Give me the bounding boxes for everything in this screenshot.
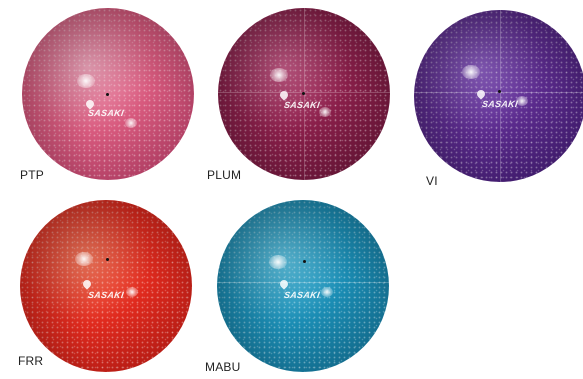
ball-plum: SASAKI [218,8,390,180]
brand-label: SASAKI [87,108,125,118]
ball-label-mabu: MABU [205,360,241,374]
ball-mabu: SASAKI [217,200,389,372]
ball-ptp: SASAKI [22,8,194,180]
brand-label: SASAKI [283,100,321,110]
ball-label-frr: FRR [18,354,44,368]
ball-frr: SASAKI [20,200,192,372]
ball-vi: SASAKI [414,10,583,182]
ball-label-plum: PLUM [207,168,242,182]
ball-label-ptp: PTP [20,168,44,182]
brand-label: SASAKI [87,290,125,300]
brand-label: SASAKI [283,290,321,300]
brand-label: SASAKI [481,99,519,109]
ball-label-vi: VI [426,174,438,188]
